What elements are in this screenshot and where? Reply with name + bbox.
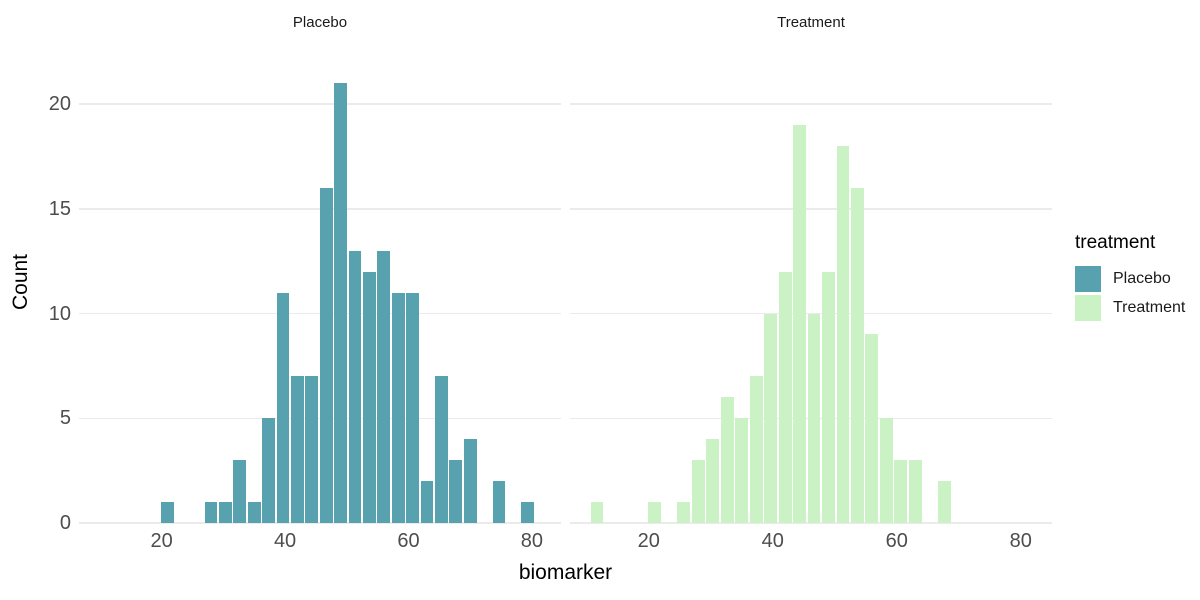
y-tick-label: 0 [59,512,71,534]
y-axis-tick-labels: 0 5 10 15 20 [0,0,71,600]
histogram-bar [290,376,304,523]
histogram-bar [204,502,218,523]
histogram-bar [247,502,261,523]
histogram-bar [648,502,662,523]
histogram-bar [879,418,893,523]
gridline-y-20 [79,103,561,105]
gridline-y-0 [570,522,1052,524]
histogram-bar [449,460,463,523]
histogram-bar [691,460,705,523]
histogram-bar [463,439,477,523]
legend-swatch-placebo [1075,266,1101,292]
histogram-bar [406,292,419,523]
x-axis-title: biomarker [518,561,613,584]
legend-entry-treatment: Treatment [1075,295,1185,321]
legend-label-treatment: Treatment [1113,299,1186,316]
gridline-y-20 [570,103,1052,105]
facet-strip-placebo: Placebo [292,14,348,31]
facet-panel-placebo: 20 40 60 80 [79,44,561,552]
histogram-bar [435,376,448,523]
histogram-bar [161,502,175,523]
histogram-bar [677,502,691,523]
x-tick-label: 40 [761,530,784,552]
x-tick-label: 20 [637,530,660,552]
histogram-bar [391,292,405,523]
histogram-bar [807,313,821,523]
histogram-bar [778,271,792,523]
histogram-bar [764,313,778,523]
histogram-bar [822,271,835,523]
histogram-bar [937,481,951,523]
histogram-bar [334,83,347,523]
histogram-bar [720,397,734,523]
legend-entry-placebo: Placebo [1075,266,1185,292]
legend-title: treatment [1075,232,1156,253]
histogram-bar [219,502,232,523]
y-tick-label: 10 [48,302,71,325]
histogram-bar [865,334,879,523]
legend: treatment Placebo Treatment [1075,232,1185,324]
y-tick-label: 15 [48,197,71,220]
histogram-bar [233,460,247,523]
gridline-y-15 [570,208,1052,210]
x-tick-label: 80 [520,530,543,552]
gridline-y-0 [79,522,561,524]
y-tick-label: 5 [59,407,71,430]
histogram-bar [363,271,376,523]
legend-label-placebo: Placebo [1113,270,1171,287]
legend-swatch-treatment [1075,295,1101,321]
histogram-bar [706,439,720,523]
histogram-bar [492,481,506,523]
x-tick-label: 40 [273,530,297,552]
y-tick-label: 20 [48,93,71,115]
x-tick-label: 60 [885,530,908,552]
x-tick-label: 80 [1009,530,1032,552]
histogram-bar [420,481,434,523]
histogram-bar [793,124,807,523]
histogram-bar [908,460,922,523]
histogram-bar [348,250,362,523]
histogram-bar [851,187,864,523]
histogram-bar [262,418,276,523]
histogram-bar [836,145,850,523]
facet-strip-treatment: Treatment [777,14,845,31]
histogram-bar [305,376,319,523]
histogram-bar [276,292,290,523]
histogram-bar [894,460,908,523]
histogram-bar [735,418,749,523]
facet-panel-treatment: 20 40 60 80 [570,44,1052,552]
histogram-bar [749,376,763,523]
x-tick-label: 20 [150,530,173,552]
histogram-bar [590,502,604,523]
histogram-bar [377,250,391,523]
histogram-bar [319,187,333,523]
histogram-bar [521,502,535,523]
x-tick-label: 60 [397,530,420,552]
